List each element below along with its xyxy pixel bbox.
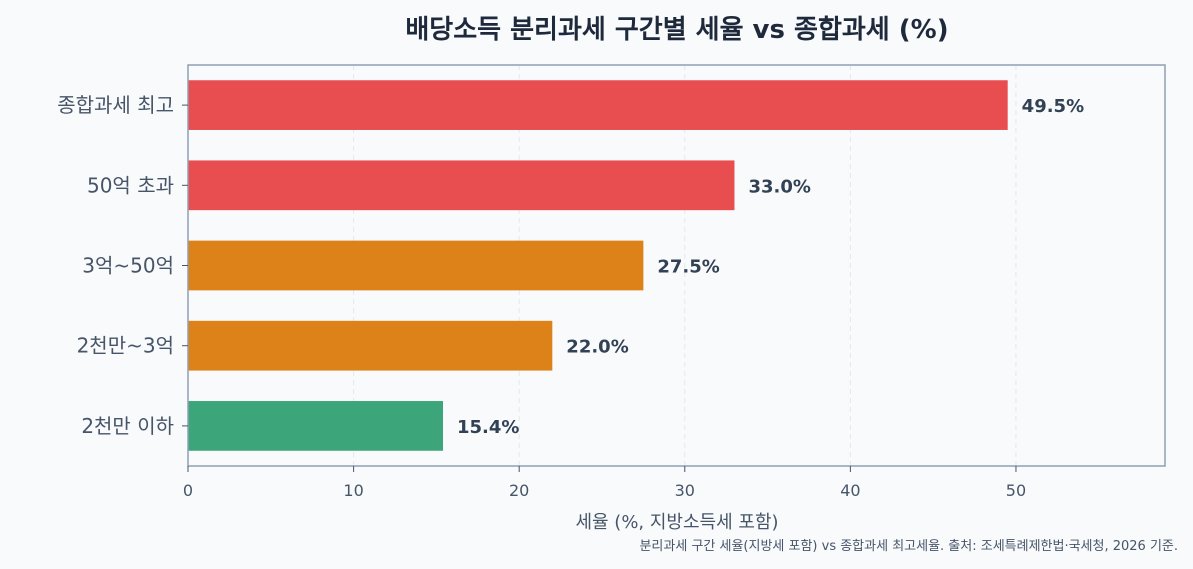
x-tick-label: 50: [1006, 481, 1026, 500]
category-label: 2천만~3억: [77, 334, 174, 358]
x-axis-label: 세율 (%, 지방소득세 포함): [575, 512, 778, 533]
y-axis-category-labels: 종합과세 최고 50억 초과 3억~50억 2천만~3억 2천만 이하: [57, 93, 188, 438]
grid-lines: [353, 65, 1017, 466]
x-tick-label: 20: [509, 481, 529, 500]
x-tick-label: 10: [343, 481, 363, 500]
bar: [188, 320, 553, 371]
footnote: 분리과세 구간 세율(지방세 포함) vs 종합과세 최고세율. 출처: 조세특…: [639, 539, 1178, 554]
bar-value-label: 49.5%: [1022, 96, 1084, 117]
bar: [188, 80, 1008, 130]
bar: [188, 160, 735, 211]
chart-title: 배당소득 분리과세 구간별 세율 vs 종합과세 (%): [405, 15, 948, 45]
category-label: 2천만 이하: [81, 414, 174, 438]
x-tick-label: 30: [675, 481, 695, 500]
category-label: 3억~50억: [82, 254, 174, 278]
x-tick-label: 0: [183, 481, 193, 500]
bar: [188, 240, 644, 291]
bars: 49.5% 33.0% 27.5% 22.0% 15.4%: [188, 80, 1084, 451]
bar-value-label: 27.5%: [657, 257, 719, 278]
x-axis-ticks: 0 10 20 30 40 50: [183, 466, 1026, 500]
bar: [188, 401, 444, 451]
bar-value-label: 15.4%: [457, 417, 519, 438]
bar-value-label: 33.0%: [748, 176, 810, 197]
category-label: 종합과세 최고: [57, 93, 174, 117]
x-tick-label: 40: [840, 481, 860, 500]
bar-value-label: 22.0%: [566, 337, 628, 358]
category-label: 50억 초과: [87, 173, 174, 197]
